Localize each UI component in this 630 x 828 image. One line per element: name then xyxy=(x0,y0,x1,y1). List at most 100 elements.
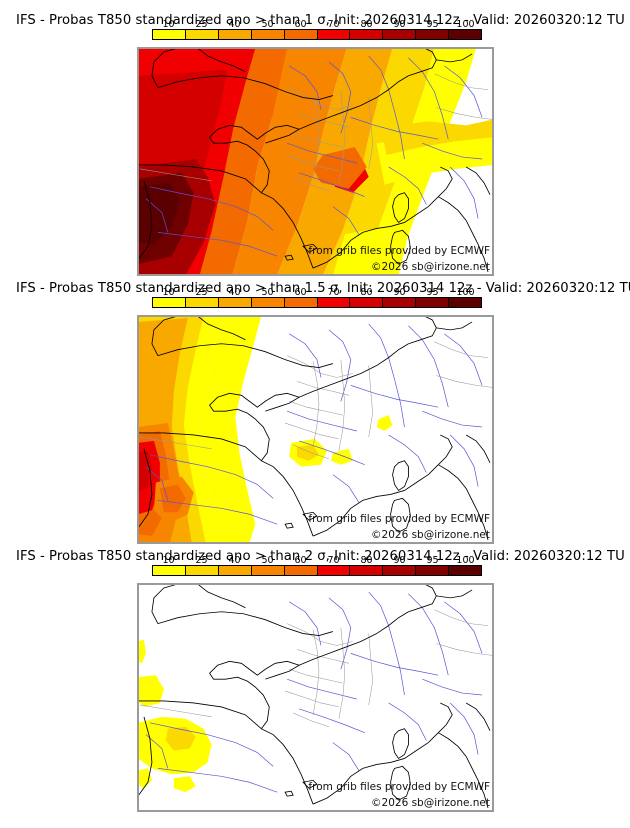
colorbar-segment xyxy=(350,566,384,575)
map-svg-3 xyxy=(138,584,493,811)
colorbar-tick-label: 90 xyxy=(393,287,406,298)
colorbar-segment xyxy=(185,566,219,575)
colorbar-tick-label: 60 xyxy=(294,19,307,30)
colorbar-segment xyxy=(153,30,186,39)
colorbar-segment xyxy=(317,566,351,575)
panel-header-2: IFS - Probas T850 standardized ano > tha… xyxy=(0,268,630,316)
colorbar-tick-label: 50 xyxy=(261,287,274,298)
colorbar-segment xyxy=(449,566,482,575)
forecast-panel-1: IFS - Probas T850 standardized ano > tha… xyxy=(0,0,630,276)
colorbar-tick-label: 40 xyxy=(228,555,241,566)
colorbar-segment xyxy=(153,298,186,307)
colorbar-tick-label: 25 xyxy=(195,19,208,30)
colorbar-tick-label: 90 xyxy=(393,19,406,30)
colorbar-segment xyxy=(185,298,219,307)
colorbar-ticks-3: 10 25 40 50 60 70 80 90 95 100 xyxy=(152,555,482,566)
colorbar-tick-label: 95 xyxy=(426,287,439,298)
colorbar-tick-label: 25 xyxy=(195,287,208,298)
rivers-layer-2 xyxy=(145,323,483,525)
map-copyright-2: ©2026 sb@irizone.net xyxy=(371,529,490,541)
map-source-credit-3: from grib files provided by ECMWF xyxy=(308,781,490,793)
colorbar-segment xyxy=(317,30,351,39)
colorbar-segment xyxy=(284,30,318,39)
colorbar-2: 10 25 40 50 60 70 80 90 95 100 xyxy=(152,287,482,313)
colorbar-segment xyxy=(383,298,417,307)
coastlines-layer-3 xyxy=(138,584,491,809)
colorbar-segment xyxy=(251,566,285,575)
colorbar-segment xyxy=(251,298,285,307)
colorbar-tick-label: 95 xyxy=(426,19,439,30)
colorbar-segment xyxy=(218,566,252,575)
panel-title-3: IFS - Probas T850 standardized ano > tha… xyxy=(16,549,625,564)
colorbar-segment xyxy=(251,30,285,39)
colorbar-segment xyxy=(449,30,482,39)
colorbar-tick-label: 70 xyxy=(327,555,340,566)
colorbar-tick-label: 50 xyxy=(261,555,274,566)
colorbar-swatches-1 xyxy=(152,29,482,40)
panel-title-2: IFS - Probas T850 standardized ano > tha… xyxy=(16,281,630,296)
admin-borders-layer-3 xyxy=(139,609,493,728)
colorbar-swatches-3 xyxy=(152,565,482,576)
map-border-1 xyxy=(138,48,493,275)
colorbar-tick-label: 100 xyxy=(456,287,475,298)
forecast-panel-3: IFS - Probas T850 standardized ano > tha… xyxy=(0,536,630,812)
panel-header-1: IFS - Probas T850 standardized ano > tha… xyxy=(0,0,630,48)
colorbar-tick-label: 25 xyxy=(195,555,208,566)
colorbar-tick-label: 10 xyxy=(162,555,175,566)
map-svg-1 xyxy=(138,48,493,275)
colorbar-segment xyxy=(449,298,482,307)
map-border-3 xyxy=(138,584,493,811)
map-source-credit-1: from grib files provided by ECMWF xyxy=(308,245,490,257)
colorbar-3: 10 25 40 50 60 70 80 90 95 100 xyxy=(152,555,482,581)
colorbar-segment xyxy=(416,30,450,39)
colorbar-tick-label: 60 xyxy=(294,287,307,298)
colorbar-tick-label: 90 xyxy=(393,555,406,566)
coastlines-layer-2 xyxy=(138,316,491,541)
admin-borders-layer-1 xyxy=(139,73,493,192)
map-svg-2 xyxy=(138,316,493,543)
colorbar-1: 10 25 40 50 60 70 80 90 95 100 xyxy=(152,19,482,45)
colorbar-segment xyxy=(185,30,219,39)
colorbar-tick-label: 100 xyxy=(456,19,475,30)
colorbar-ticks-2: 10 25 40 50 60 70 80 90 95 100 xyxy=(152,287,482,298)
map-border-2 xyxy=(138,316,493,543)
colorbar-tick-label: 80 xyxy=(360,19,373,30)
map-canvas-1[interactable]: from grib files provided by ECMWF ©2026 … xyxy=(137,47,494,276)
colorbar-tick-label: 10 xyxy=(162,19,175,30)
colorbar-ticks-1: 10 25 40 50 60 70 80 90 95 100 xyxy=(152,19,482,30)
colorbar-tick-label: 80 xyxy=(360,555,373,566)
colorbar-segment xyxy=(383,30,417,39)
admin-borders-layer-2 xyxy=(139,341,493,460)
prob-shading-3 xyxy=(138,639,212,793)
colorbar-segment xyxy=(416,566,450,575)
colorbar-tick-label: 40 xyxy=(228,287,241,298)
colorbar-segment xyxy=(317,298,351,307)
colorbar-tick-label: 60 xyxy=(294,555,307,566)
panel-title-1: IFS - Probas T850 standardized ano > tha… xyxy=(16,13,625,28)
colorbar-tick-label: 95 xyxy=(426,555,439,566)
colorbar-tick-label: 10 xyxy=(162,287,175,298)
colorbar-swatches-2 xyxy=(152,297,482,308)
map-source-credit-2: from grib files provided by ECMWF xyxy=(308,513,490,525)
rivers-layer-1 xyxy=(145,55,483,257)
map-canvas-2[interactable]: from grib files provided by ECMWF ©2026 … xyxy=(137,315,494,544)
colorbar-tick-label: 40 xyxy=(228,19,241,30)
colorbar-tick-label: 80 xyxy=(360,287,373,298)
map-canvas-3[interactable]: from grib files provided by ECMWF ©2026 … xyxy=(137,583,494,812)
colorbar-tick-label: 100 xyxy=(456,555,475,566)
colorbar-tick-label: 50 xyxy=(261,19,274,30)
colorbar-segment xyxy=(284,298,318,307)
colorbar-segment xyxy=(350,298,384,307)
forecast-panel-2: IFS - Probas T850 standardized ano > tha… xyxy=(0,268,630,544)
colorbar-segment xyxy=(350,30,384,39)
colorbar-tick-label: 70 xyxy=(327,287,340,298)
colorbar-segment xyxy=(284,566,318,575)
colorbar-tick-label: 70 xyxy=(327,19,340,30)
prob-shading-1 xyxy=(138,48,493,275)
map-copyright-1: ©2026 sb@irizone.net xyxy=(371,261,490,273)
panel-header-3: IFS - Probas T850 standardized ano > tha… xyxy=(0,536,630,584)
colorbar-segment xyxy=(416,298,450,307)
colorbar-segment xyxy=(153,566,186,575)
coastlines-layer-1 xyxy=(138,48,491,273)
colorbar-segment xyxy=(383,566,417,575)
